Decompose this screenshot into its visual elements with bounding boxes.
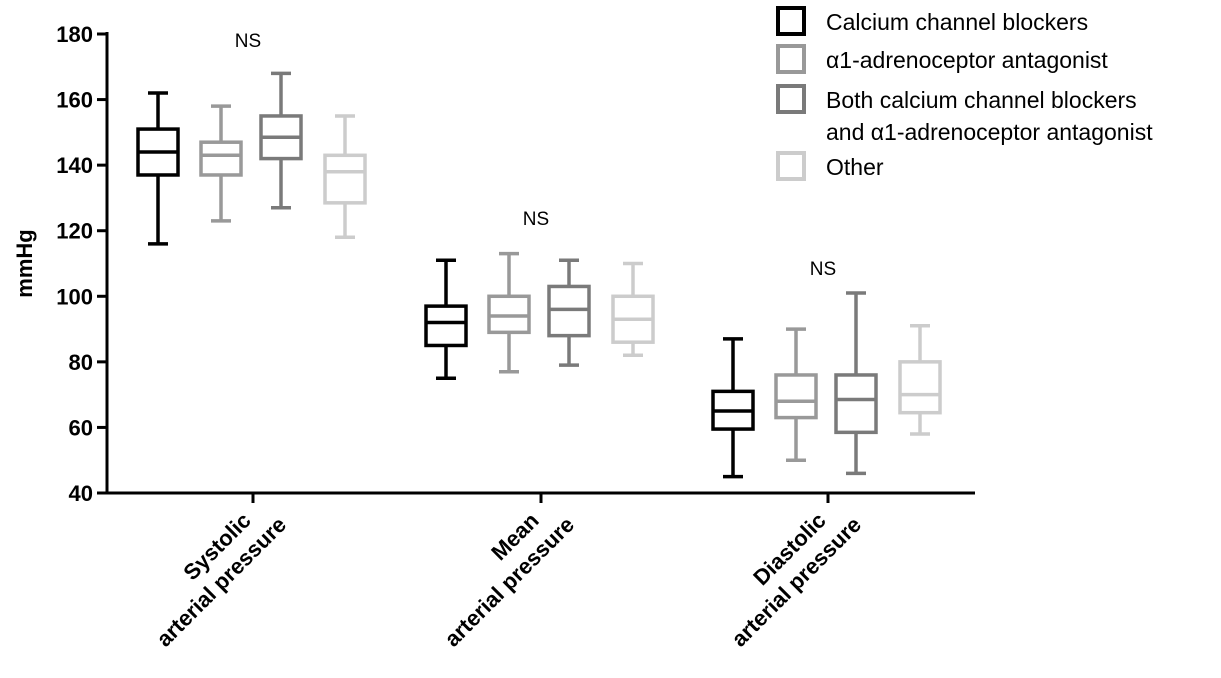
significance-label: NS [523, 209, 549, 230]
legend-label: Both calcium channel blockers [826, 87, 1137, 113]
y-axis-label: mmHg [12, 229, 37, 297]
legend-swatch [776, 6, 806, 36]
legend-swatch [776, 44, 806, 74]
box-3-group-1 [259, 71, 303, 210]
legend-swatch [776, 84, 806, 114]
legend-label: Calcium channel blockers [826, 9, 1088, 35]
y-tick-label: 160 [56, 88, 93, 113]
box-2-group-1 [199, 104, 243, 223]
box-3-group-3 [834, 291, 878, 476]
y-tick-label: 40 [69, 481, 93, 506]
box-4-group-1 [323, 114, 367, 240]
y-tick-label: 120 [56, 219, 93, 244]
box-2-group-3 [774, 327, 818, 462]
y-tick-label: 100 [56, 284, 93, 309]
box-4-group-3 [898, 324, 942, 436]
iqr-box [898, 360, 942, 415]
iqr-box [424, 304, 468, 348]
legend: Calcium channel blockers α1-adrenoceptor … [776, 6, 1153, 181]
iqr-box [199, 140, 243, 177]
box-2-group-2 [487, 251, 531, 374]
box-1-group-3 [711, 337, 755, 479]
y-tick-label: 180 [56, 22, 93, 47]
y-tick-label: 140 [56, 153, 93, 178]
y-tick-label: 60 [69, 415, 93, 440]
iqr-box [323, 153, 367, 205]
significance-label: NS [810, 259, 836, 280]
legend-label: Other [826, 154, 884, 180]
box-3-group-2 [547, 258, 591, 367]
box-1-group-2 [424, 258, 468, 380]
iqr-box [774, 373, 818, 420]
significance-label: NS [235, 31, 261, 52]
box-1-group-1 [136, 91, 180, 246]
legend-label: and α1-adrenoceptor antagonist [826, 119, 1153, 145]
box-4-group-2 [611, 261, 655, 358]
legend-label: α1-adrenoceptor antagonist [826, 47, 1108, 73]
iqr-box [834, 373, 878, 435]
y-tick-label: 80 [69, 350, 93, 375]
legend-swatch [776, 151, 806, 181]
